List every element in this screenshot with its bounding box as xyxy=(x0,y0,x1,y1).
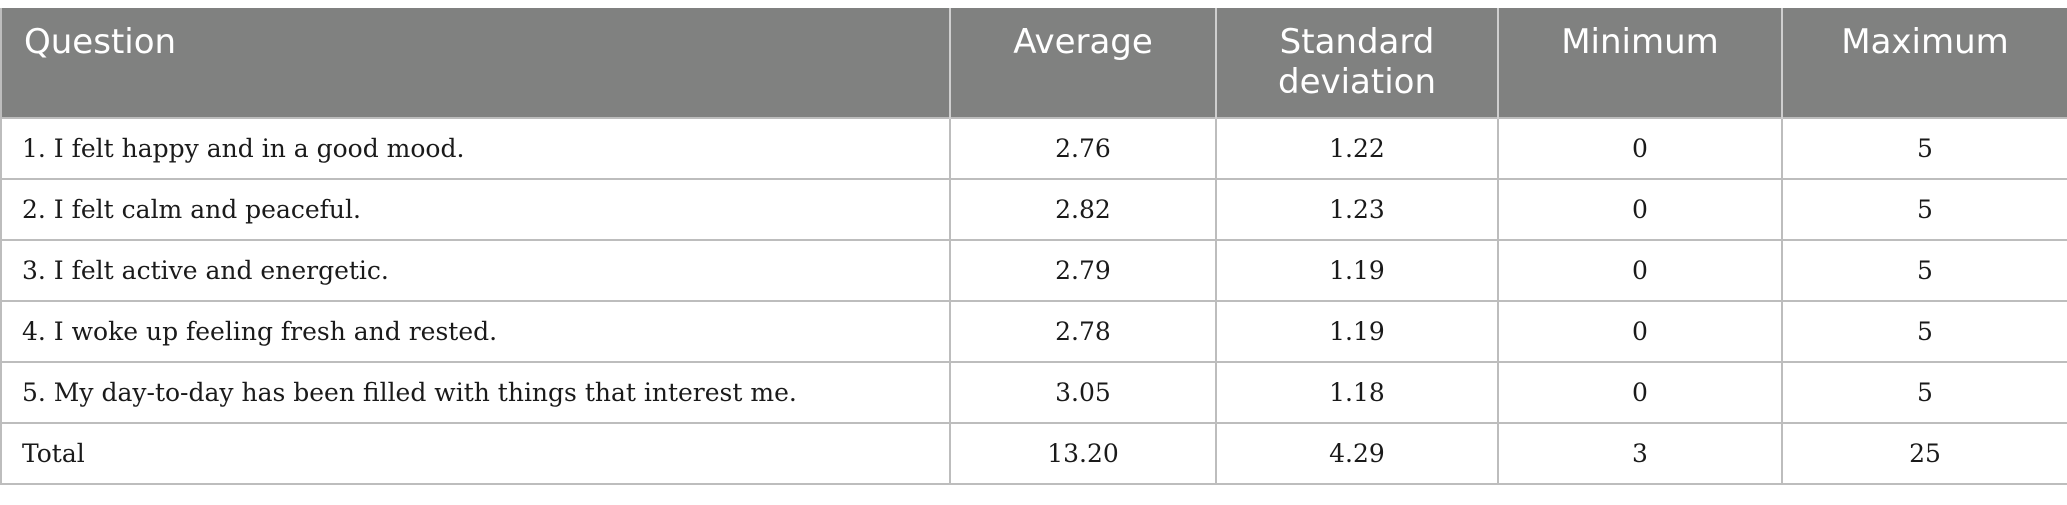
header-minimum: Minimum xyxy=(1497,8,1783,118)
statistics-table-container: Question Average Standard deviation Mini… xyxy=(0,8,2067,485)
std-dev-cell: 1.22 xyxy=(1215,117,1499,180)
question-cell: 4. I woke up feeling fresh and rested. xyxy=(0,300,951,363)
average-cell: 2.79 xyxy=(949,239,1217,302)
table-row: 4. I woke up feeling fresh and rested. 2… xyxy=(0,300,2067,363)
average-cell: 2.78 xyxy=(949,300,1217,363)
table-row: 1. I felt happy and in a good mood. 2.76… xyxy=(0,117,2067,180)
maximum-cell: 5 xyxy=(1781,239,2067,302)
table-header: Question Average Standard deviation Mini… xyxy=(0,8,2067,118)
minimum-cell: 0 xyxy=(1497,239,1783,302)
average-cell: 2.76 xyxy=(949,117,1217,180)
maximum-cell: 5 xyxy=(1781,361,2067,424)
average-cell: 2.82 xyxy=(949,178,1217,241)
total-row: Total 13.20 4.29 3 25 xyxy=(0,422,2067,485)
average-cell: 3.05 xyxy=(949,361,1217,424)
std-dev-cell: 1.19 xyxy=(1215,300,1499,363)
header-row: Question Average Standard deviation Mini… xyxy=(0,8,2067,118)
std-dev-cell: 1.18 xyxy=(1215,361,1499,424)
statistics-table: Question Average Standard deviation Mini… xyxy=(0,8,2067,485)
table-row: 3. I felt active and energetic. 2.79 1.1… xyxy=(0,239,2067,302)
header-maximum: Maximum xyxy=(1781,8,2067,118)
total-average-cell: 13.20 xyxy=(949,422,1217,485)
std-dev-cell: 1.19 xyxy=(1215,239,1499,302)
maximum-cell: 5 xyxy=(1781,117,2067,180)
minimum-cell: 0 xyxy=(1497,300,1783,363)
question-cell: 2. I felt calm and peaceful. xyxy=(0,178,951,241)
header-standard-deviation: Standard deviation xyxy=(1215,8,1499,118)
minimum-cell: 0 xyxy=(1497,178,1783,241)
question-cell: 1. I felt happy and in a good mood. xyxy=(0,117,951,180)
header-question: Question xyxy=(0,8,951,118)
minimum-cell: 0 xyxy=(1497,117,1783,180)
total-std-dev-cell: 4.29 xyxy=(1215,422,1499,485)
table-row: 2. I felt calm and peaceful. 2.82 1.23 0… xyxy=(0,178,2067,241)
question-cell: 5. My day-to-day has been filled with th… xyxy=(0,361,951,424)
total-label-cell: Total xyxy=(0,422,951,485)
total-maximum-cell: 25 xyxy=(1781,422,2067,485)
table-body: 1. I felt happy and in a good mood. 2.76… xyxy=(0,117,2067,485)
std-dev-cell: 1.23 xyxy=(1215,178,1499,241)
maximum-cell: 5 xyxy=(1781,178,2067,241)
maximum-cell: 5 xyxy=(1781,300,2067,363)
total-minimum-cell: 3 xyxy=(1497,422,1783,485)
question-cell: 3. I felt active and energetic. xyxy=(0,239,951,302)
minimum-cell: 0 xyxy=(1497,361,1783,424)
header-average: Average xyxy=(949,8,1217,118)
table-row: 5. My day-to-day has been filled with th… xyxy=(0,361,2067,424)
